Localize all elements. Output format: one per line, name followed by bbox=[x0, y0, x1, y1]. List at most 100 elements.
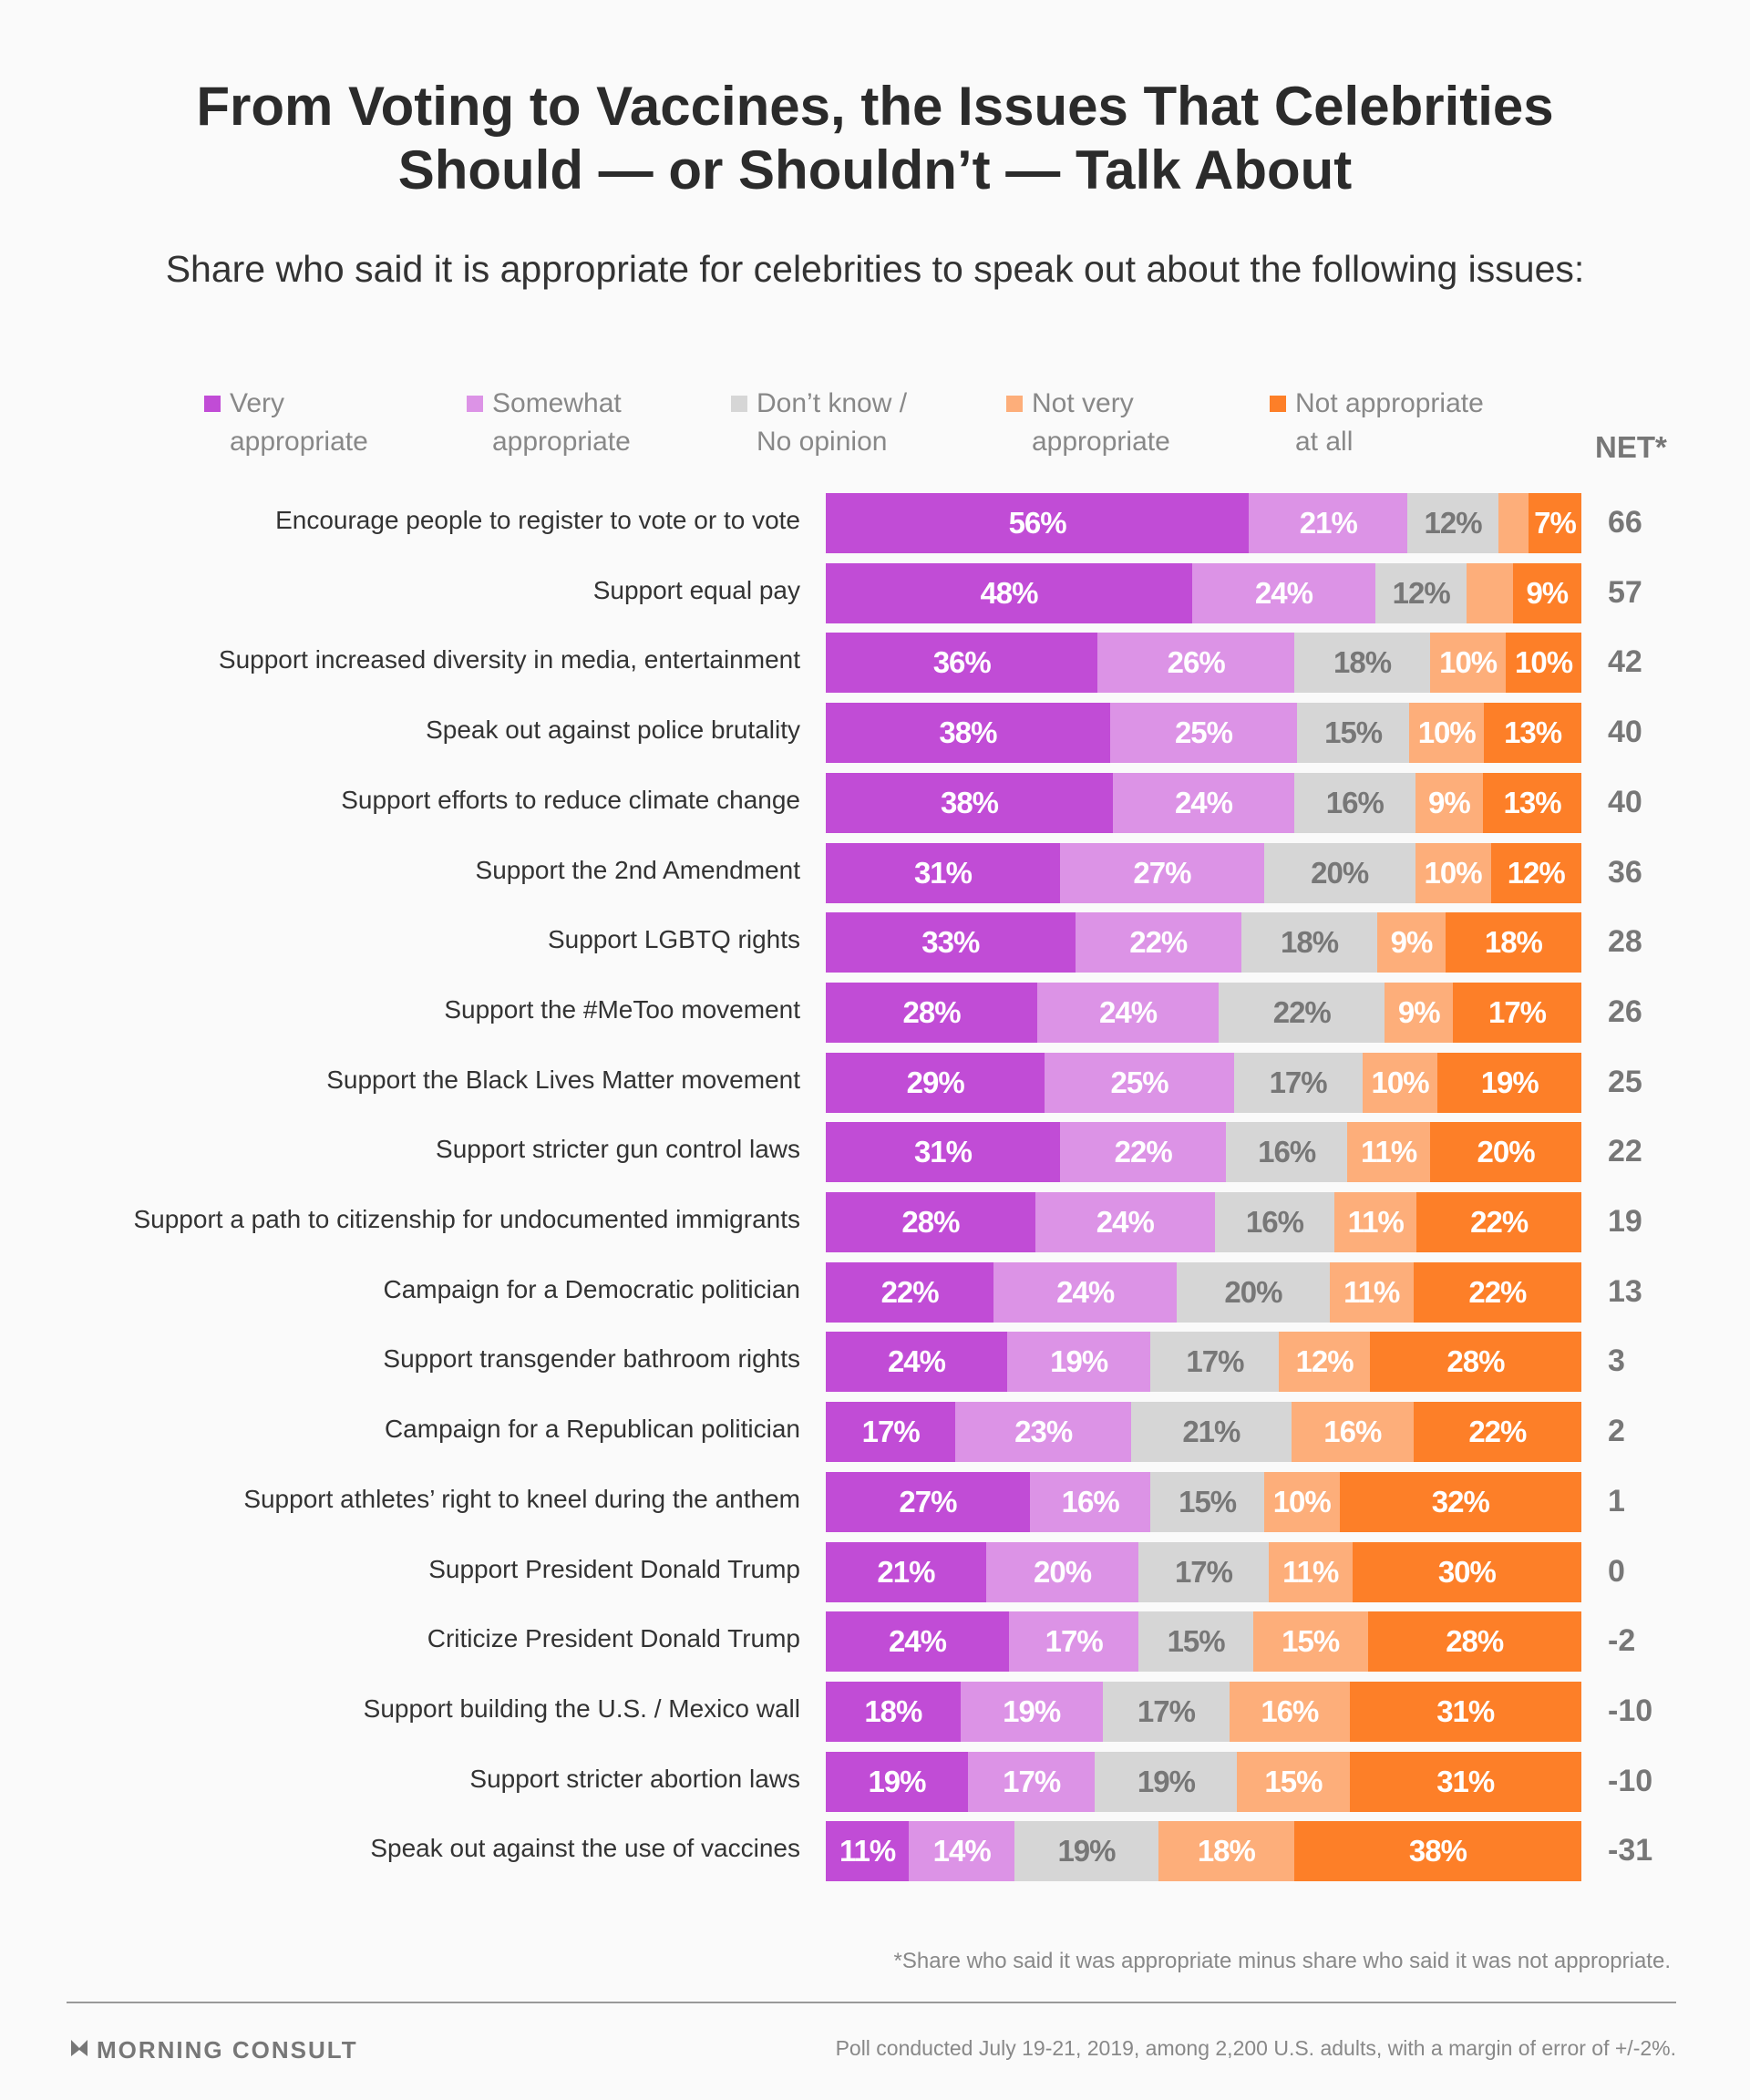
legend-label: Not very bbox=[1032, 388, 1134, 418]
bar-segment bbox=[1467, 562, 1513, 623]
bar-segment: 15% bbox=[1138, 1611, 1253, 1673]
legend-item: Not appropriate at all bbox=[1270, 385, 1484, 461]
data-label: 18% bbox=[1333, 645, 1392, 680]
data-label: 20% bbox=[1311, 855, 1369, 890]
data-label: 17% bbox=[1174, 1554, 1233, 1589]
bar-segment: 10% bbox=[1430, 633, 1507, 694]
data-label: 22% bbox=[1272, 994, 1332, 1029]
data-label: 19% bbox=[1480, 1065, 1539, 1099]
category-label: Support athletes’ right to kneel during … bbox=[243, 1484, 800, 1513]
bar-segment: 10% bbox=[1415, 842, 1491, 903]
category-label: Campaign for a Republican politician bbox=[384, 1415, 800, 1444]
stacked-bar: 38% 25% 15% 10% 13% bbox=[826, 703, 1581, 764]
legend-swatch bbox=[1006, 396, 1023, 412]
data-label: 16% bbox=[1061, 1484, 1120, 1518]
data-label: 19% bbox=[1057, 1834, 1116, 1868]
net-value: 40 bbox=[1608, 784, 1642, 819]
data-label: 12% bbox=[1507, 855, 1566, 890]
net-value: 36 bbox=[1608, 854, 1642, 890]
data-label: 26% bbox=[1167, 645, 1226, 680]
bar-segment: 10% bbox=[1409, 703, 1485, 764]
bar-segment: 17% bbox=[1453, 982, 1581, 1043]
bar-segment: 20% bbox=[1430, 1122, 1581, 1183]
data-label: 31% bbox=[1436, 1693, 1495, 1728]
data-label: 11% bbox=[1360, 1135, 1417, 1169]
data-label: 18% bbox=[1484, 925, 1543, 960]
data-label: 25% bbox=[1174, 715, 1233, 750]
bar-segment: 21% bbox=[826, 1541, 986, 1602]
bar-segment: 17% bbox=[1233, 1052, 1363, 1113]
data-label: 28% bbox=[1446, 1624, 1504, 1659]
bar-segment: 32% bbox=[1339, 1471, 1581, 1532]
bar-segment: 24% bbox=[1035, 1192, 1215, 1252]
data-label: 22% bbox=[1468, 1415, 1527, 1449]
bar-segment: 20% bbox=[985, 1541, 1139, 1602]
data-label: 11% bbox=[839, 1834, 896, 1868]
bar-segment: 11% bbox=[1329, 1261, 1414, 1323]
bar-segment: 20% bbox=[1263, 842, 1415, 903]
data-label: 10% bbox=[1424, 855, 1483, 890]
data-label: 24% bbox=[1174, 785, 1233, 819]
data-label: 22% bbox=[880, 1274, 940, 1309]
category-label: Speak out against police brutality bbox=[426, 715, 800, 745]
bar-segment: 15% bbox=[1297, 703, 1410, 764]
net-value: 42 bbox=[1608, 644, 1642, 680]
data-label: 15% bbox=[1282, 1624, 1340, 1659]
bar-segment: 19% bbox=[960, 1681, 1103, 1742]
bar-segment: 17% bbox=[1138, 1541, 1269, 1602]
data-label: 21% bbox=[1182, 1415, 1240, 1449]
legend-item: Not very appropriate bbox=[1006, 385, 1170, 461]
net-value: 1 bbox=[1608, 1483, 1625, 1518]
bar-segment: 9% bbox=[1385, 982, 1454, 1043]
data-label: 17% bbox=[1186, 1344, 1244, 1379]
legend-label: Don’t know / bbox=[757, 388, 908, 418]
legend-swatch bbox=[467, 396, 483, 412]
bar-segment: 19% bbox=[1014, 1821, 1158, 1882]
bar-segment: 21% bbox=[1249, 493, 1408, 553]
data-label: 28% bbox=[1446, 1344, 1505, 1379]
bar-segment: 17% bbox=[1008, 1611, 1139, 1673]
stacked-bar: 36% 26% 18% 10% 10% bbox=[826, 633, 1581, 694]
data-label: 17% bbox=[1137, 1693, 1196, 1728]
data-label: 24% bbox=[1056, 1274, 1115, 1309]
bar-segment: 22% bbox=[1413, 1261, 1581, 1323]
category-label: Criticize President Donald Trump bbox=[427, 1624, 800, 1653]
stacked-bar: 27% 16% 15% 10% 32% bbox=[826, 1471, 1581, 1532]
data-label: 18% bbox=[864, 1693, 922, 1728]
data-label: 10% bbox=[1514, 645, 1573, 680]
bar-segment: 19% bbox=[826, 1751, 968, 1812]
bar-segment: 12% bbox=[1490, 842, 1581, 903]
legend-item: Somewhat appropriate bbox=[467, 385, 631, 461]
bar-segment: 9% bbox=[1377, 912, 1446, 973]
data-label: 28% bbox=[901, 1205, 960, 1239]
bar-segment: 12% bbox=[1279, 1332, 1370, 1393]
data-label: 48% bbox=[980, 575, 1038, 610]
bar-segment: 25% bbox=[1109, 703, 1298, 764]
bar-segment: 13% bbox=[1484, 703, 1581, 764]
bar-segment: 16% bbox=[1293, 772, 1415, 833]
legend-swatch bbox=[1270, 396, 1286, 412]
stacked-bar: 28% 24% 22% 9% 17% bbox=[826, 982, 1581, 1043]
stacked-bar: 18% 19% 17% 16% 31% bbox=[826, 1681, 1581, 1742]
legend-label: appropriate bbox=[230, 427, 368, 457]
bar-segment: 33% bbox=[826, 912, 1076, 973]
data-label: 24% bbox=[888, 1624, 947, 1659]
bar-segment: 31% bbox=[1349, 1751, 1581, 1812]
net-value: 0 bbox=[1608, 1553, 1625, 1589]
data-label: 21% bbox=[1299, 506, 1358, 540]
category-label: Support LGBTQ rights bbox=[547, 925, 800, 954]
net-value: 22 bbox=[1608, 1134, 1642, 1169]
stacked-bar: 17% 23% 21% 16% 22% bbox=[826, 1402, 1581, 1463]
data-label: 16% bbox=[1261, 1693, 1319, 1728]
data-label: 17% bbox=[1269, 1065, 1328, 1099]
data-label: 19% bbox=[868, 1764, 926, 1798]
net-value: 25 bbox=[1608, 1064, 1642, 1099]
legend-label: appropriate bbox=[492, 427, 631, 457]
morning-consult-logo: MORNING CONSULT bbox=[69, 2036, 358, 2064]
category-label: Support the #MeToo movement bbox=[444, 994, 800, 1024]
bar-segment: 10% bbox=[1506, 633, 1581, 694]
data-label: 15% bbox=[1167, 1624, 1226, 1659]
bar-segment: 17% bbox=[967, 1751, 1096, 1812]
bar-segment: 11% bbox=[1268, 1541, 1353, 1602]
net-value: 19 bbox=[1608, 1204, 1642, 1239]
